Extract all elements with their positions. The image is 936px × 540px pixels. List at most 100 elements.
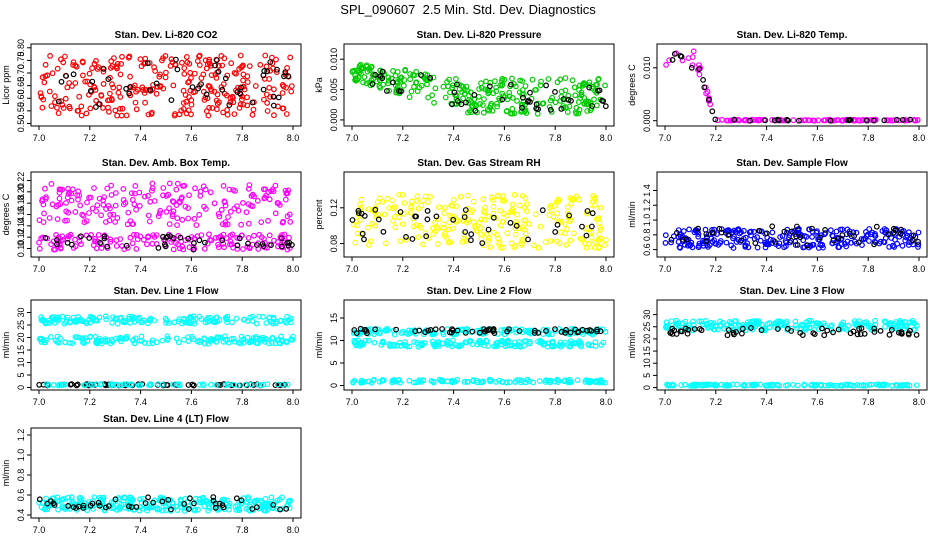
data-point — [46, 88, 53, 95]
data-point — [827, 323, 834, 330]
data-point — [688, 382, 695, 389]
data-point — [456, 342, 463, 349]
data-point — [401, 200, 408, 207]
data-point — [854, 382, 861, 388]
data-point — [479, 84, 485, 91]
data-point — [509, 201, 516, 208]
data-point — [283, 505, 290, 512]
data-point — [533, 101, 540, 108]
data-point — [196, 53, 202, 60]
data-point — [119, 105, 126, 112]
data-point — [592, 379, 598, 386]
data-point — [788, 325, 795, 332]
data-point — [218, 84, 225, 90]
data-point — [79, 58, 86, 65]
data-point — [522, 230, 529, 237]
data-point — [673, 331, 680, 337]
data-point — [418, 202, 425, 209]
data-point — [36, 245, 43, 252]
data-point — [753, 381, 760, 388]
data-point — [273, 69, 280, 75]
data-point — [462, 207, 469, 213]
x-tick-label: 7.4 — [134, 133, 147, 143]
y-axis-label: ml/min — [1, 460, 11, 487]
data-point — [807, 243, 814, 250]
data-point — [91, 238, 98, 245]
data-point — [411, 339, 418, 345]
data-point — [263, 320, 270, 326]
data-point — [420, 377, 427, 384]
data-point — [454, 327, 461, 334]
data-point — [62, 53, 68, 60]
data-point — [137, 56, 144, 62]
x-tick-label: 7.4 — [760, 397, 773, 407]
data-point — [185, 503, 192, 510]
data-point — [436, 204, 442, 211]
data-point — [470, 198, 477, 205]
data-point — [206, 317, 213, 324]
data-point — [396, 339, 403, 346]
data-point — [738, 237, 745, 244]
data-point — [58, 78, 65, 85]
data-point — [741, 382, 748, 389]
data-point — [70, 504, 77, 511]
data-point — [397, 209, 404, 215]
data-point — [53, 315, 60, 322]
data-point — [525, 220, 532, 227]
data-point — [272, 210, 279, 217]
data-point — [499, 82, 505, 89]
data-point — [857, 382, 863, 389]
data-point — [806, 226, 812, 233]
data-point — [170, 198, 177, 205]
data-point — [571, 84, 578, 91]
data-point — [804, 242, 811, 249]
data-point — [178, 59, 185, 66]
data-point — [501, 210, 507, 217]
data-point — [484, 87, 491, 93]
data-point — [685, 236, 692, 243]
data-point — [899, 116, 906, 123]
data-point — [868, 231, 874, 238]
data-point — [174, 66, 181, 73]
data-point — [725, 232, 732, 239]
x-tick-label: 8.0 — [287, 264, 300, 274]
data-point — [266, 84, 273, 91]
data-point — [663, 62, 669, 68]
data-point — [355, 207, 362, 214]
data-point — [913, 332, 920, 338]
data-point — [198, 75, 205, 81]
data-point — [369, 72, 376, 78]
data-point — [100, 65, 107, 72]
data-point — [213, 74, 220, 81]
data-point — [44, 506, 51, 513]
data-point — [136, 338, 143, 344]
y-tick-label: 5 — [329, 360, 339, 365]
data-point — [87, 502, 94, 509]
data-point — [266, 196, 273, 203]
data-point — [462, 229, 469, 235]
x-tick-label: 8.0 — [600, 397, 613, 407]
data-point — [409, 236, 416, 242]
data-point — [872, 317, 878, 324]
data-point — [235, 339, 242, 346]
data-point — [254, 242, 260, 248]
data-point — [730, 235, 736, 242]
data-point — [277, 506, 284, 513]
data-point — [216, 213, 223, 220]
data-point — [172, 503, 179, 510]
data-point — [118, 112, 125, 119]
data-point — [220, 109, 227, 116]
data-point — [279, 219, 286, 226]
data-point — [175, 339, 182, 346]
data-point — [702, 226, 709, 233]
y-tick-label: 0 — [329, 383, 339, 388]
data-point — [267, 59, 274, 65]
data-point — [289, 333, 296, 340]
data-point — [109, 319, 115, 326]
data-point — [889, 242, 896, 249]
data-point — [268, 494, 275, 501]
data-point — [558, 105, 565, 112]
data-point — [380, 81, 387, 88]
data-point — [366, 241, 372, 248]
data-point — [84, 338, 91, 344]
